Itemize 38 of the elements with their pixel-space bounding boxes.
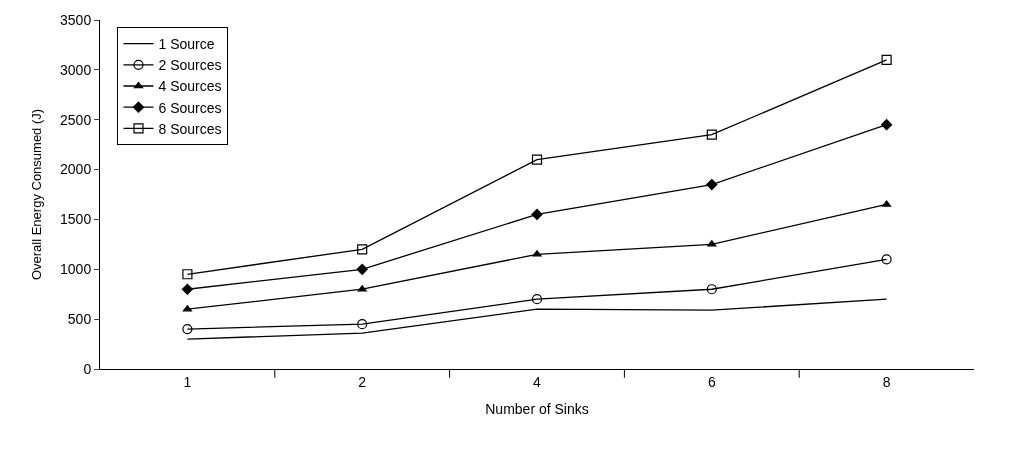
point: [881, 254, 892, 265]
point: [182, 269, 193, 280]
y-tick-label: 3500: [60, 11, 92, 28]
x-axis-title: Number of Sinks: [485, 401, 589, 418]
legend-label: 4 Sources: [158, 78, 222, 95]
point: [531, 208, 543, 221]
point: [531, 294, 543, 305]
point: [705, 178, 718, 191]
point: [706, 284, 717, 295]
legend-label: 1 Source: [158, 36, 215, 53]
point: [357, 244, 368, 255]
x-tick-label: 4: [533, 373, 542, 390]
point: [182, 324, 193, 335]
point: [181, 283, 194, 296]
y-tick-label: 1000: [60, 261, 92, 278]
y-tick-label: 1500: [60, 211, 92, 228]
y-tick-label: 0: [83, 360, 92, 377]
line-series: [186, 298, 888, 340]
x-tick-label: 6: [707, 373, 716, 390]
point: [706, 129, 717, 140]
x-tick-label: 8: [882, 373, 891, 390]
y-axis-title: Overall Energy Consumed (J): [28, 108, 44, 281]
point: [881, 54, 892, 65]
x-tick-label: 1: [183, 373, 192, 390]
y-tick-label: 2500: [60, 111, 92, 128]
y-tick-label: 2000: [60, 161, 92, 178]
legend-label: 6 Sources: [158, 99, 222, 116]
legend-label: 8 Sources: [158, 120, 222, 137]
point: [356, 263, 369, 276]
point: [357, 319, 368, 330]
y-tick-label: 3000: [60, 61, 92, 78]
y-tick-label: 500: [67, 311, 92, 328]
point: [880, 118, 893, 131]
x-tick-label: 2: [358, 373, 367, 390]
point: [706, 239, 717, 247]
point: [881, 199, 892, 207]
point: [531, 154, 543, 165]
legend-label: 2 Sources: [158, 57, 222, 74]
